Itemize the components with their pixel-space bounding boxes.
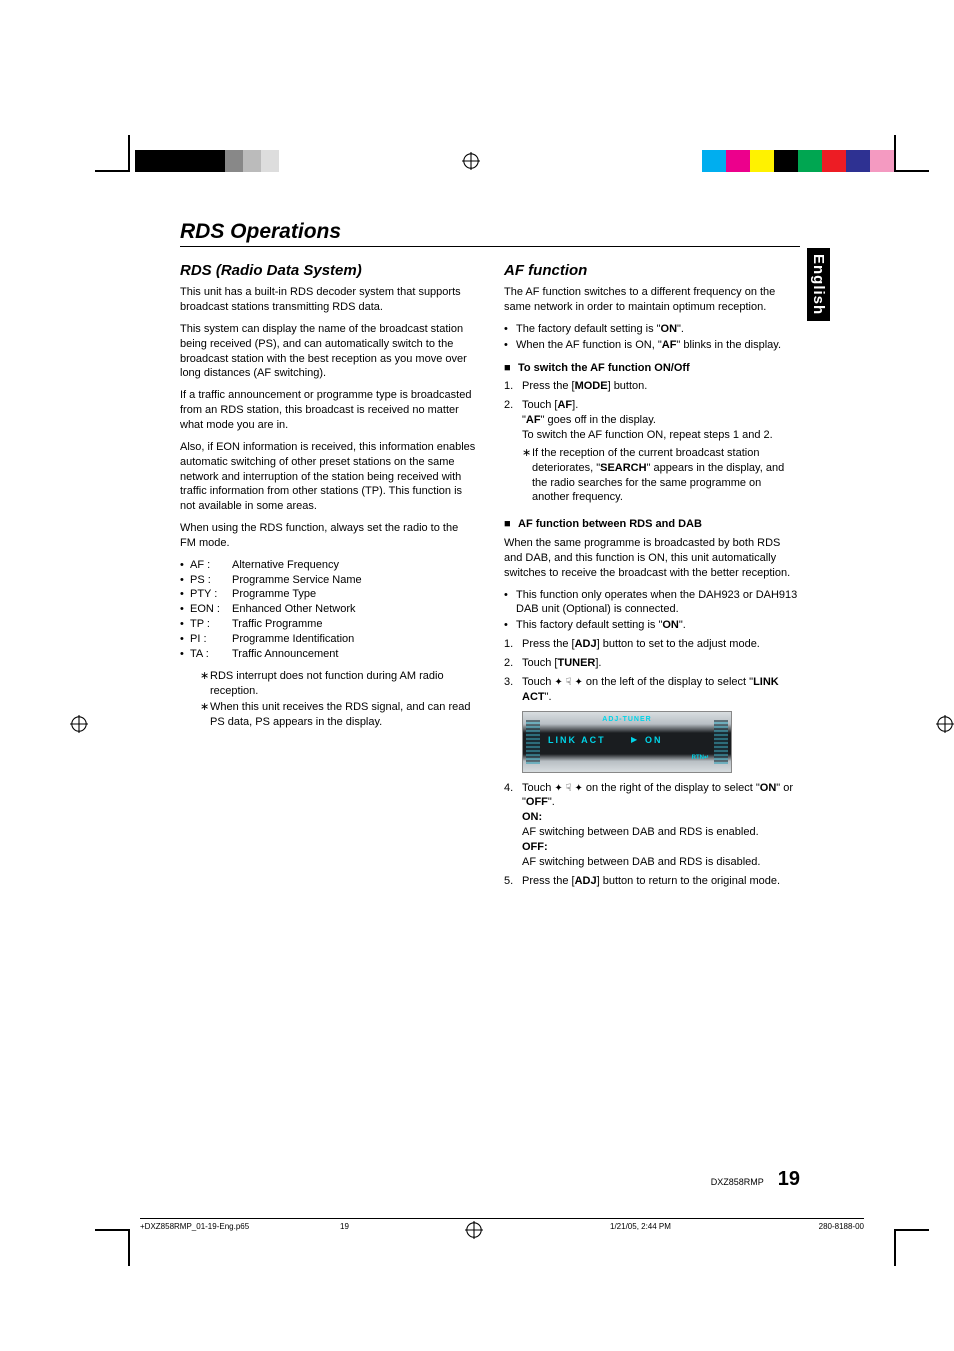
color-swatch	[726, 150, 750, 172]
para: The AF function switches to a different …	[504, 285, 800, 315]
color-swatch	[189, 150, 207, 172]
touch-icon: ✦ ☟ ✦	[554, 677, 582, 688]
para: When using the RDS function, always set …	[180, 521, 476, 551]
color-swatch	[171, 150, 189, 172]
color-swatch	[750, 150, 774, 172]
color-swatch	[153, 150, 171, 172]
sub-heading: ■AF function between RDS and DAB	[504, 517, 800, 532]
bullet-list: •The factory default setting is "ON". •W…	[504, 322, 800, 353]
abbr-row: •PI :Programme Identification	[180, 632, 476, 647]
color-swatch	[702, 150, 726, 172]
section-title-rds: RDS (Radio Data System)	[180, 261, 476, 281]
color-swatch	[135, 150, 153, 172]
registration-mark-left	[70, 715, 88, 733]
para: This system can display the name of the …	[180, 322, 476, 381]
color-swatch	[846, 150, 870, 172]
abbr-row: •PS :Programme Service Name	[180, 573, 476, 588]
color-swatch	[822, 150, 846, 172]
page-content: RDS Operations RDS (Radio Data System) T…	[180, 220, 800, 892]
abbr-row: •AF :Alternative Frequency	[180, 558, 476, 573]
meta-code: 280-8188-00	[744, 1222, 864, 1231]
ordered-list: 1.Press the [ADJ] button to set to the a…	[504, 637, 800, 704]
section-title-af: AF function	[504, 261, 800, 281]
print-bar-right	[702, 150, 894, 172]
para: Also, if EON information is received, th…	[180, 440, 476, 514]
abbr-list: •AF :Alternative Frequency•PS :Programme…	[180, 558, 476, 662]
registration-mark-bottom	[465, 1221, 483, 1239]
para: If a traffic announcement or programme t…	[180, 388, 476, 433]
bullet-list: •This function only operates when the DA…	[504, 588, 800, 634]
note-list: ∗RDS interrupt does not function during …	[180, 669, 476, 730]
color-swatch	[774, 150, 798, 172]
para: This unit has a built-in RDS decoder sys…	[180, 285, 476, 315]
right-column: AF function The AF function switches to …	[504, 261, 800, 892]
color-swatch	[243, 150, 261, 172]
ordered-list: 1.Press the [MODE] button. 2. Touch [AF]…	[504, 379, 800, 509]
color-swatch	[207, 150, 225, 172]
touch-icon: ✦ ☟ ✦	[554, 783, 582, 794]
language-tab: English	[807, 248, 830, 321]
color-swatch	[225, 150, 243, 172]
color-swatch	[870, 150, 894, 172]
abbr-row: •TA :Traffic Announcement	[180, 647, 476, 662]
abbr-row: •PTY :Programme Type	[180, 587, 476, 602]
ordered-list: 4. Touch ✦ ☟ ✦ on the right of the displ…	[504, 781, 800, 889]
print-bar-left	[135, 150, 279, 172]
display-screenshot: ADJ-TUNER LINK ACT ▶ ON RTN↵	[522, 711, 732, 773]
meta-file: +DXZ858RMP_01-19-Eng.p65	[140, 1222, 340, 1231]
color-swatch	[798, 150, 822, 172]
registration-mark-top	[462, 152, 480, 170]
note-row: ∗When this unit receives the RDS signal,…	[200, 700, 476, 730]
left-column: RDS (Radio Data System) This unit has a …	[180, 261, 476, 892]
color-swatch	[261, 150, 279, 172]
abbr-row: •TP :Traffic Programme	[180, 617, 476, 632]
para: When the same programme is broadcasted b…	[504, 536, 800, 581]
abbr-row: •EON :Enhanced Other Network	[180, 602, 476, 617]
page-footer: DXZ858RMP 19	[180, 1168, 800, 1191]
sub-heading: ■To switch the AF function ON/Off	[504, 361, 800, 376]
main-title: RDS Operations	[180, 220, 800, 247]
meta-date: 1/21/05, 2:44 PM	[490, 1222, 744, 1231]
model-number: DXZ858RMP	[711, 1177, 764, 1187]
meta-line: +DXZ858RMP_01-19-Eng.p65 19 1/21/05, 2:4…	[140, 1218, 864, 1231]
note-row: ∗RDS interrupt does not function during …	[200, 669, 476, 699]
registration-mark-right	[936, 715, 954, 733]
page-number: 19	[778, 1168, 800, 1191]
